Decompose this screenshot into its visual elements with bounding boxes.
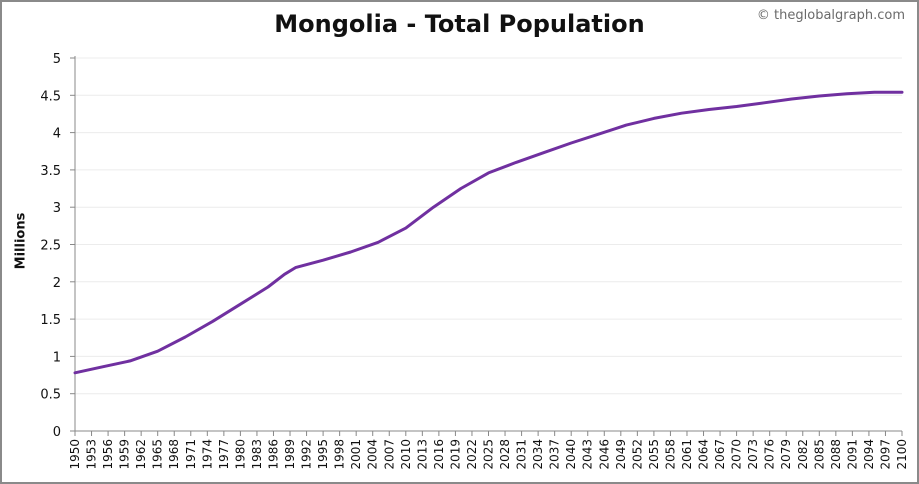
x-tick-label: 2097 xyxy=(878,439,892,470)
x-tick-label: 1998 xyxy=(333,439,347,470)
y-tick-label: 0 xyxy=(53,425,61,440)
x-tick-label: 2085 xyxy=(812,439,826,470)
x-tick-label: 2094 xyxy=(862,439,876,470)
series-line xyxy=(73,90,904,375)
x-tick-label: 2040 xyxy=(564,439,578,470)
y-tick-label: 2 xyxy=(53,276,61,291)
y-axis-ticks: 0 0.5 1 1.5 2 2.5 3 3.5 4 4.5 5 xyxy=(40,52,75,440)
x-tick-label: 2025 xyxy=(482,439,496,470)
x-tick-label: 2061 xyxy=(680,439,694,470)
x-tick-label: 2076 xyxy=(763,439,777,470)
x-tick-label: 2055 xyxy=(647,439,661,470)
x-tick-label: 2088 xyxy=(829,439,843,470)
credit-text: © theglobalgraph.com xyxy=(756,8,905,23)
x-tick-label: 2010 xyxy=(399,439,413,470)
x-tick-label: 2049 xyxy=(614,439,628,470)
y-tick-label: 2.5 xyxy=(40,239,61,254)
x-tick-label: 1986 xyxy=(266,439,280,470)
x-tick-label: 2079 xyxy=(779,439,793,470)
x-tick-label: 2037 xyxy=(548,439,562,470)
x-tick-label: 1971 xyxy=(184,439,198,470)
x-tick-label: 1989 xyxy=(283,439,297,470)
x-tick-label: 1977 xyxy=(217,439,231,470)
x-tick-label: 1980 xyxy=(233,439,247,470)
axes xyxy=(74,56,902,432)
x-tick-label: 2007 xyxy=(382,439,396,470)
y-tick-label: 1 xyxy=(53,350,61,365)
series-group xyxy=(73,90,904,375)
x-tick-label: 2043 xyxy=(581,439,595,470)
x-tick-label: 1983 xyxy=(250,439,264,470)
x-tick-label: 2046 xyxy=(597,439,611,470)
y-tick-label: 3 xyxy=(53,201,61,216)
x-tick-label: 2070 xyxy=(730,439,744,470)
chart-title: Mongolia - Total Population xyxy=(274,10,645,38)
x-tick-label: 2100 xyxy=(895,439,909,470)
x-tick-label: 1968 xyxy=(167,439,181,470)
x-tick-label: 2004 xyxy=(366,439,380,470)
x-tick-label: 2022 xyxy=(465,439,479,470)
x-axis-ticks: 1950 1953 1956 1959 1962 1965 1968 1971 1974 1977… xyxy=(68,431,909,470)
x-tick-label: 2001 xyxy=(349,439,363,470)
x-tick-label: 2052 xyxy=(630,439,644,470)
x-tick-label: 2058 xyxy=(663,439,677,470)
x-tick-label: 1950 xyxy=(68,439,82,470)
x-tick-label: 1965 xyxy=(151,439,165,470)
x-tick-label: 1974 xyxy=(200,439,214,470)
y-tick-label: 5 xyxy=(53,52,61,67)
x-tick-label: 1956 xyxy=(101,439,115,470)
y-tick-label: 3.5 xyxy=(40,164,61,179)
x-tick-label: 2064 xyxy=(697,439,711,470)
x-tick-label: 2091 xyxy=(845,439,859,470)
x-tick-label: 1959 xyxy=(118,439,132,470)
x-tick-label: 1962 xyxy=(134,439,148,470)
x-tick-label: 1992 xyxy=(300,439,314,470)
x-tick-label: 2031 xyxy=(515,439,529,470)
x-tick-label: 2016 xyxy=(432,439,446,470)
y-tick-label: 0.5 xyxy=(40,388,61,403)
x-tick-label: 1953 xyxy=(85,439,99,470)
y-tick-label: 4 xyxy=(53,127,61,142)
x-tick-label: 2034 xyxy=(531,439,545,470)
x-tick-label: 2013 xyxy=(415,439,429,470)
x-tick-label: 2082 xyxy=(796,439,810,470)
y-tick-label: 4.5 xyxy=(40,89,61,104)
x-tick-label: 2019 xyxy=(448,439,462,470)
x-tick-label: 2073 xyxy=(746,439,760,470)
x-tick-label: 1995 xyxy=(316,439,330,470)
gridlines xyxy=(75,57,902,395)
x-tick-label: 2028 xyxy=(498,439,512,470)
y-tick-label: 1.5 xyxy=(40,313,61,328)
x-tick-label: 2067 xyxy=(713,439,727,470)
